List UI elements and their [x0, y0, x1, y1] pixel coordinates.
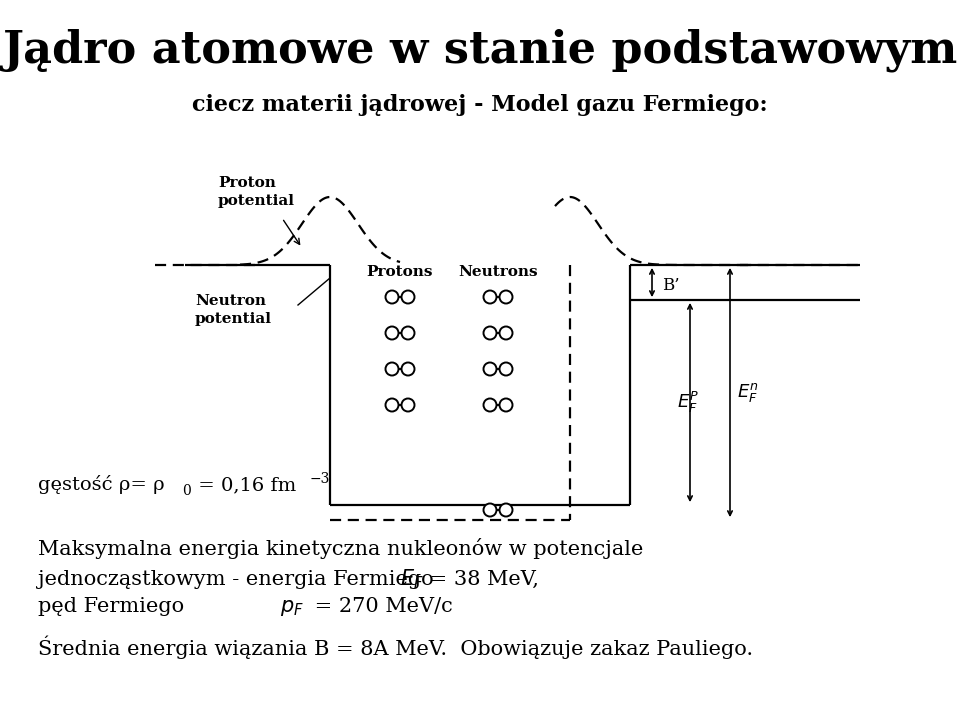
Text: −3: −3	[310, 472, 330, 486]
Circle shape	[499, 398, 513, 411]
Circle shape	[484, 290, 496, 303]
Text: $E_F^n$: $E_F^n$	[737, 381, 758, 404]
Circle shape	[499, 290, 513, 303]
Text: Proton
potential: Proton potential	[218, 176, 295, 209]
Circle shape	[484, 362, 496, 375]
Circle shape	[499, 503, 513, 516]
Circle shape	[401, 326, 415, 339]
Text: Neutron
potential: Neutron potential	[195, 294, 272, 326]
Circle shape	[499, 326, 513, 339]
Circle shape	[499, 362, 513, 375]
Text: pęd Fermiego: pęd Fermiego	[38, 597, 224, 616]
Text: = 0,16 fm: = 0,16 fm	[192, 476, 297, 494]
Text: $E_F^P$: $E_F^P$	[677, 390, 699, 415]
Text: jednocząstkowym - energia Fermiego: jednocząstkowym - energia Fermiego	[38, 570, 460, 589]
Text: Średnia energia wiązania B = 8A MeV.  Obowiązuje zakaz Pauliego.: Średnia energia wiązania B = 8A MeV. Obo…	[38, 636, 754, 659]
Circle shape	[386, 362, 398, 375]
Text: Protons: Protons	[367, 265, 433, 279]
Circle shape	[484, 503, 496, 516]
Text: Jądro atomowe w stanie podstawowym: Jądro atomowe w stanie podstawowym	[2, 28, 958, 72]
Text: Neutrons: Neutrons	[458, 265, 538, 279]
Text: 0: 0	[182, 484, 191, 498]
Circle shape	[401, 290, 415, 303]
Text: $p_F$: $p_F$	[280, 598, 304, 618]
Text: gęstość ρ= ρ: gęstość ρ= ρ	[38, 475, 164, 494]
Circle shape	[484, 398, 496, 411]
Circle shape	[484, 326, 496, 339]
Text: Maksymalna energia kinetyczna nukleonów w potencjale: Maksymalna energia kinetyczna nukleonów …	[38, 538, 643, 559]
Circle shape	[401, 362, 415, 375]
Circle shape	[386, 290, 398, 303]
Text: = 270 MeV/c: = 270 MeV/c	[308, 597, 453, 616]
Circle shape	[386, 398, 398, 411]
Text: ciecz materii jądrowej - Model gazu Fermiego:: ciecz materii jądrowej - Model gazu Ferm…	[192, 94, 768, 116]
Text: $E_F$: $E_F$	[400, 567, 423, 590]
Text: = 38 MeV,: = 38 MeV,	[423, 570, 539, 589]
Circle shape	[386, 326, 398, 339]
Text: B’: B’	[662, 277, 680, 294]
Circle shape	[401, 398, 415, 411]
